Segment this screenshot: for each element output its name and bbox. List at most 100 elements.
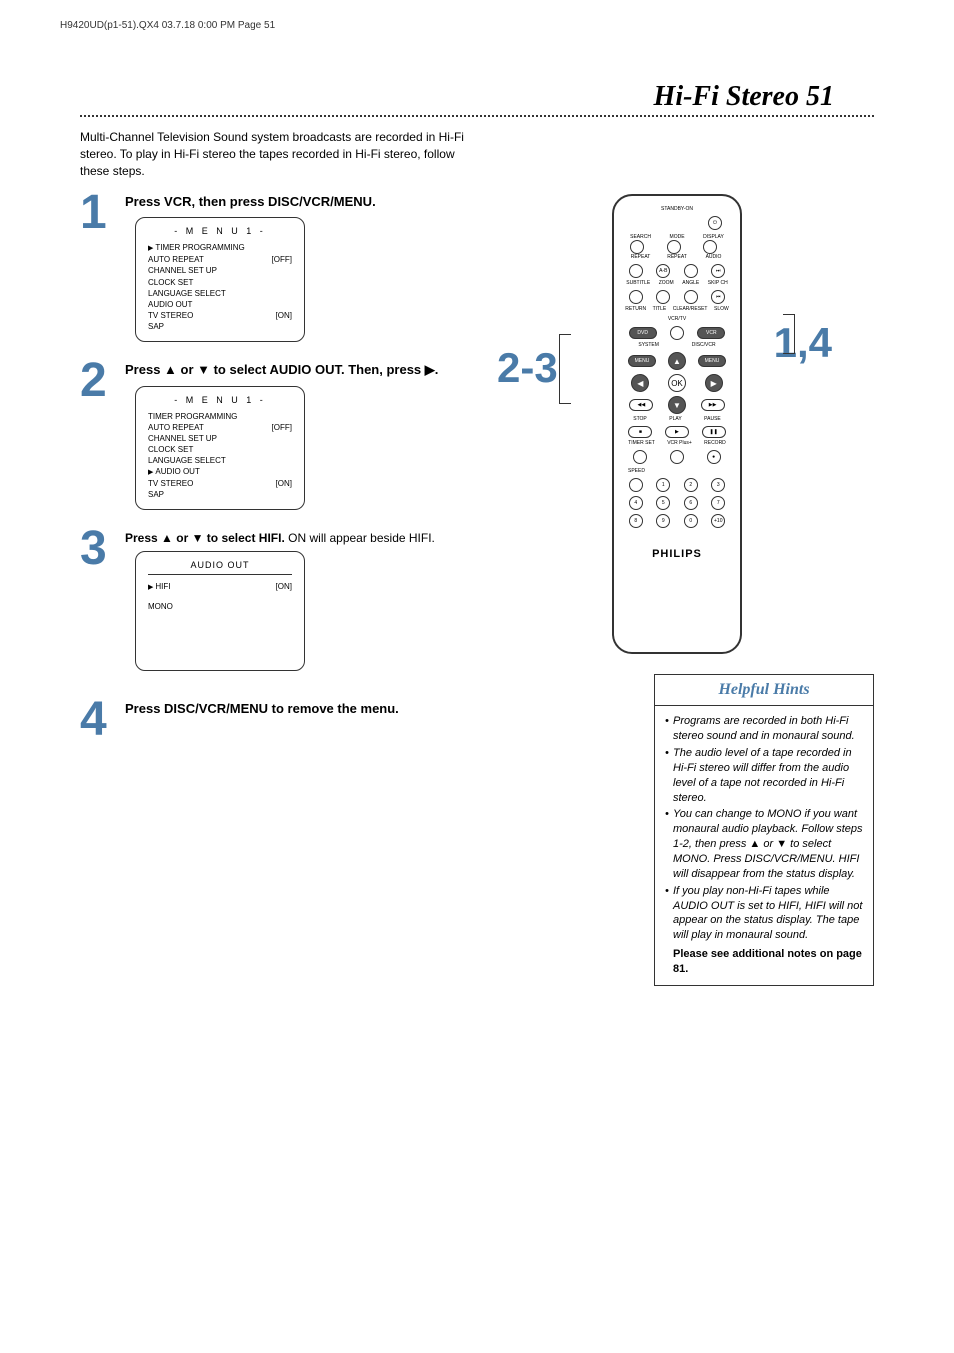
record-button: ● xyxy=(707,450,721,464)
num-6-button: 6 xyxy=(684,496,698,510)
menu-item: TV STEREO[ON] xyxy=(148,478,292,489)
step-4-title: Press DISC/VCR/MENU to remove the menu. xyxy=(125,701,460,716)
up-button: ▲ xyxy=(668,352,686,370)
step-number-1: 1 xyxy=(80,194,115,341)
bracket-left xyxy=(559,334,571,404)
step-2: 2 Press ▲ or ▼ to select AUDIO OUT. Then… xyxy=(80,362,460,510)
vcr-tv-label: VCR/TV xyxy=(622,316,732,322)
num-1-button: 1 xyxy=(656,478,670,492)
num-3-button: 3 xyxy=(711,478,725,492)
hint-item: Programs are recorded in both Hi-Fi ster… xyxy=(665,714,863,744)
menu-1-title: - M E N U 1 - xyxy=(148,226,292,236)
num-2-button: 2 xyxy=(684,478,698,492)
menu-item: LANGUAGE SELECT xyxy=(148,455,292,466)
divider xyxy=(80,115,874,117)
menu-item: CLOCK SET xyxy=(148,444,292,455)
step-3-title: Press ▲ or ▼ to select HIFI. ON will app… xyxy=(125,530,460,547)
helpful-hints-box: Helpful Hints Programs are recorded in b… xyxy=(654,674,874,985)
step-number-4: 4 xyxy=(80,701,115,739)
menu-item: MONO xyxy=(148,601,292,612)
stop-button: ■ xyxy=(628,426,652,438)
ffwd-button: ▶▶ xyxy=(701,399,725,411)
mode-button xyxy=(667,240,681,254)
hint-item: The audio level of a tape recorded in Hi… xyxy=(665,746,863,805)
num-9-button: 9 xyxy=(656,514,670,528)
content-area: 1 Press VCR, then press DISC/VCR/MENU. -… xyxy=(80,194,874,985)
zoom-button: A-B xyxy=(656,264,670,278)
power-button: ⏻ xyxy=(708,216,722,230)
menu-item: CHANNEL SET UP xyxy=(148,265,292,276)
down-button: ▼ xyxy=(668,396,686,414)
brand-logo: PHILIPS xyxy=(622,548,732,560)
steps-column: 1 Press VCR, then press DISC/VCR/MENU. -… xyxy=(80,194,460,985)
remote-control: STANDBY-ON ⏻ SEARCHREPEAT MODEREPEAT DIS… xyxy=(612,194,742,654)
rewind-button: ◀◀ xyxy=(629,399,653,411)
page-title: Hi-Fi Stereo 51 xyxy=(80,81,874,113)
num-0-button: 0 xyxy=(684,514,698,528)
ok-button: OK xyxy=(668,374,686,392)
angle-button xyxy=(684,264,698,278)
clear-button xyxy=(684,290,698,304)
step-number-2: 2 xyxy=(80,362,115,510)
menu-item: TV STEREO[ON] xyxy=(148,310,292,321)
menu-item: TIMER PROGRAMMING xyxy=(148,411,292,422)
menu-item: HIFI[ON] xyxy=(148,581,292,593)
hint-item: If you play non-Hi-Fi tapes while AUDIO … xyxy=(665,884,863,943)
left-button: ◀ xyxy=(631,374,649,392)
subtitle-button xyxy=(629,264,643,278)
remote-column: 2-3 1,4 STANDBY-ON ⏻ SEARCHREPEAT MODERE… xyxy=(480,194,874,985)
step-3: 3 Press ▲ or ▼ to select HIFI. ON will a… xyxy=(80,530,460,672)
menu-item: TIMER PROGRAMMING xyxy=(148,242,292,254)
menu-item: AUTO REPEAT[OFF] xyxy=(148,254,292,265)
hints-content: Programs are recorded in both Hi-Fi ster… xyxy=(655,706,873,984)
skip-up-button: ⏭ xyxy=(711,264,725,278)
menu-left-button: MENU xyxy=(628,355,656,367)
num-7-button: 7 xyxy=(711,496,725,510)
return-button xyxy=(629,290,643,304)
hint-item: You can change to MONO if you want monau… xyxy=(665,807,863,881)
menu-box-1: - M E N U 1 - TIMER PROGRAMMING AUTO REP… xyxy=(135,217,305,341)
menu-item: AUDIO OUT xyxy=(148,299,292,310)
menu-item: CLOCK SET xyxy=(148,277,292,288)
step-2-title: Press ▲ or ▼ to select AUDIO OUT. Then, … xyxy=(125,362,460,378)
speed-button xyxy=(629,478,643,492)
display-button xyxy=(703,240,717,254)
callout-2-3: 2-3 xyxy=(497,344,558,392)
audio-out-box: AUDIO OUT HIFI[ON] MONO xyxy=(135,551,305,671)
menu-item: AUDIO OUT xyxy=(148,466,292,478)
num-4-button: 4 xyxy=(629,496,643,510)
menu-item: SAP xyxy=(148,489,292,500)
remote-container: 2-3 1,4 STANDBY-ON ⏻ SEARCHREPEAT MODERE… xyxy=(577,194,777,654)
intro-text: Multi-Channel Television Sound system br… xyxy=(80,129,480,179)
header-mark: H9420UD(p1-51).QX4 03.7.18 0:00 PM Page … xyxy=(60,20,874,31)
standby-label: STANDBY-ON xyxy=(622,206,732,212)
menu-right-button: MENU xyxy=(698,355,726,367)
title-button xyxy=(656,290,670,304)
dvd-button: DVD xyxy=(629,327,657,339)
step-number-3: 3 xyxy=(80,530,115,672)
num-8-button: 8 xyxy=(629,514,643,528)
timer-set-button xyxy=(633,450,647,464)
step-1-title: Press VCR, then press DISC/VCR/MENU. xyxy=(125,194,460,209)
vcr-button: VCR xyxy=(697,327,725,339)
skip-down-button: ⏮ xyxy=(711,290,725,304)
menu-item: LANGUAGE SELECT xyxy=(148,288,292,299)
step-1: 1 Press VCR, then press DISC/VCR/MENU. -… xyxy=(80,194,460,341)
pause-button: ❚❚ xyxy=(702,426,726,438)
audio-out-title: AUDIO OUT xyxy=(148,560,292,575)
menu-item: AUTO REPEAT[OFF] xyxy=(148,422,292,433)
vcr-tv-button xyxy=(670,326,684,340)
search-button xyxy=(630,240,644,254)
num-5-button: 5 xyxy=(656,496,670,510)
menu-box-2: - M E N U 1 - TIMER PROGRAMMING AUTO REP… xyxy=(135,386,305,510)
hints-title: Helpful Hints xyxy=(655,675,873,706)
num-plus10-button: +10 xyxy=(711,514,725,528)
menu-item: CHANNEL SET UP xyxy=(148,433,292,444)
right-button: ▶ xyxy=(705,374,723,392)
menu-item: SAP xyxy=(148,321,292,332)
menu-2-title: - M E N U 1 - xyxy=(148,395,292,405)
step-4: 4 Press DISC/VCR/MENU to remove the menu… xyxy=(80,701,460,739)
play-button: ▶ xyxy=(665,426,689,438)
vcr-plus-button xyxy=(670,450,684,464)
hints-note: Please see additional notes on page 81. xyxy=(665,947,863,977)
